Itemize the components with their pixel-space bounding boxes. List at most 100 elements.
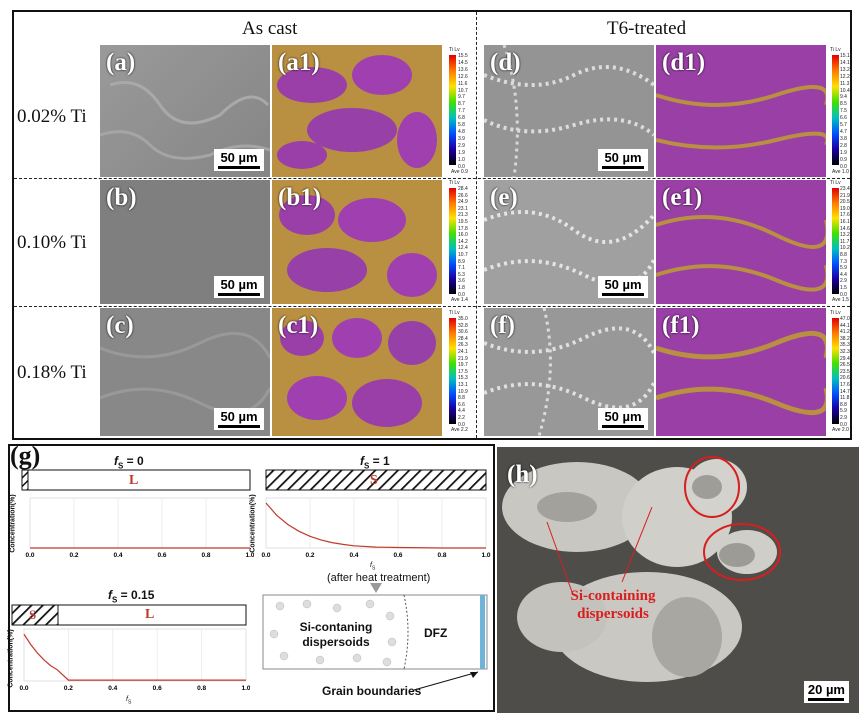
colorbar-title: Ti Lv (449, 310, 460, 316)
colorbar-tick: 20.6 (840, 375, 850, 382)
x-tick-label: 0.0 (25, 552, 34, 559)
dfz-label: DFZ (424, 626, 448, 640)
colorbar-title: Ti Lv (830, 180, 841, 186)
colorbar-title: Ti Lv (449, 47, 460, 53)
y-label-fs1: Concentration(%) (249, 494, 257, 553)
colorbar-tick: 21.9 (840, 192, 850, 199)
colorbar-tick: 0.0 (458, 421, 465, 428)
colorbar-tick: 3.6 (458, 278, 465, 285)
tile-label: (d) (490, 49, 521, 76)
x-tick-label: 0.2 (69, 552, 78, 559)
colorbar-tick: 4.4 (458, 408, 465, 415)
scale-bar: 50 µm (598, 276, 648, 298)
micrograph-b: (b) 50 µm (100, 180, 270, 304)
tile-label: (e) (490, 184, 518, 211)
colorbar-tick: 28.4 (458, 186, 468, 192)
colorbar-tick: 5.3 (458, 271, 465, 278)
grain-box (262, 594, 488, 670)
colorbar-tick: 8.9 (458, 258, 465, 265)
colorbar-ave: Ave 1.0 (832, 169, 849, 175)
x-tick-labels: 0.0 0.2 0.4 0.6 0.8 1.0 (19, 685, 250, 692)
title-fs015: fS = 0.15 (108, 588, 155, 605)
colorbar-tick: 13.2 (840, 232, 850, 239)
colorbar-tick: 9.4 (840, 94, 847, 101)
colorbar-tick: 30.6 (458, 329, 468, 336)
x-tick-label: 1.0 (245, 552, 254, 559)
colorbar-tick: 35.3 (840, 342, 850, 349)
colorbar-tick: 12.4 (458, 245, 468, 252)
colorbar-ave: Ave 1.5 (832, 297, 849, 303)
x-tick-label: 1.0 (241, 685, 250, 692)
colorbar-tick: 10.7 (458, 87, 468, 94)
colorbar-ticks: 28.4 26.6 24.9 23.1 21.3 19.5 17.8 16.0 14.2 12.4… (458, 186, 468, 298)
colorbar-tick: 1.0 (458, 156, 465, 163)
colorbar-tick: 5.7 (840, 122, 847, 129)
micrograph-texture (502, 456, 781, 682)
x-tick-label: 0.0 (261, 552, 270, 559)
colorbar-tick: 13.6 (458, 66, 468, 73)
colorbar-tick: 14.7 (840, 388, 850, 395)
plot-area (265, 497, 487, 549)
colorbar-tick: 2.9 (840, 414, 847, 421)
eds-map-f1: (f1) (656, 308, 826, 436)
colorbar-tick: 17.8 (458, 225, 468, 232)
bar-letter-S-fs1: S (370, 473, 378, 488)
highlight-circle (684, 456, 740, 518)
colorbar-tick: 12.6 (458, 73, 468, 80)
annotation-arrow (621, 506, 653, 583)
x-tick-label: 0.8 (437, 552, 446, 559)
colorbar-tick: 1.9 (840, 149, 847, 156)
concentration-line (23, 633, 246, 681)
micrograph-d: (d) 50 µm (484, 45, 654, 177)
colorbar-tick: 2.2 (458, 414, 465, 421)
x-tick-label: 0.2 (64, 685, 73, 692)
phase-bar (265, 469, 487, 491)
colorbar-ave: Ave 2.0 (832, 427, 849, 433)
colorbar-tick: 9.7 (458, 94, 465, 101)
eds-map-d1: (d1) (656, 45, 826, 177)
dispersoids-label: Si-contaning dispersoids (299, 620, 373, 649)
colorbar-tick: 0.0 (458, 291, 465, 298)
colorbar-tick: 32.3 (840, 348, 850, 355)
colorbar-f1 (832, 318, 839, 424)
x-tick-label: 0.8 (197, 685, 206, 692)
colorbar-tick: 8.8 (458, 395, 465, 402)
colorbar-tick: 2.9 (840, 278, 847, 285)
down-arrow-icon (370, 583, 382, 593)
colorbar-tick: 5.8 (458, 122, 465, 129)
colorbar-tick: 8.7 (458, 101, 465, 108)
colorbar-tick: 13.1 (458, 381, 468, 388)
colorbar-tick: 1.9 (458, 149, 465, 156)
colorbar-ticks: 15.1 14.1 13.2 12.2 11.3 10.4 9.4 8.5 7.5 6.6 5.7 4… (840, 53, 850, 170)
chart-fs015: 0.0 0.2 0.4 0.6 0.8 1.0 (11, 604, 250, 692)
colorbar-ave: Ave 0.9 (451, 169, 468, 175)
colorbar-tick: 26.3 (458, 342, 468, 349)
micrograph-a: (a) 50 µm (100, 45, 270, 177)
plot-area (23, 628, 247, 682)
panel-g-label: (g) (10, 441, 41, 470)
colorbar-tick: 6.8 (458, 115, 465, 122)
grain-schematic (262, 594, 488, 670)
gridlines (265, 498, 487, 548)
header-t6-treated: T6-treated (607, 18, 687, 39)
row-label-2: 0.10% Ti (17, 232, 87, 253)
colorbar-tick: 3.8 (840, 135, 847, 142)
colorbar-title: Ti Lv (830, 310, 841, 316)
colorbar-tick: 24.1 (458, 348, 468, 355)
colorbar-tick: 0.9 (840, 156, 847, 163)
colorbar-ticks: 35.0 32.8 30.6 28.4 26.3 24.1 21.9 19.7 17.5 15.3… (458, 316, 468, 428)
header-as-cast: As cast (242, 18, 298, 39)
plot-area (29, 497, 251, 549)
eds-map-a1: (a1) (272, 45, 442, 177)
colorbar-tick: 47.0 (840, 316, 850, 322)
colorbar-ave: Ave 1.4 (451, 297, 468, 303)
colorbar-tick: 4.8 (458, 128, 465, 135)
colorbar-ticks: 47.0 44.1 41.2 38.2 35.3 32.3 29.4 26.5 23.5 20.6… (840, 316, 850, 428)
colorbar-tick: 10.2 (840, 245, 850, 252)
dispersoids-annotation: Si-containing dispersoids (570, 588, 656, 622)
colorbar-tick: 17.5 (458, 368, 468, 375)
row-divider-2 (14, 306, 850, 307)
tile-label: (c1) (278, 312, 319, 339)
title-fs0: fS = 0 (114, 454, 144, 471)
micrograph-f: (f) 50 µm (484, 308, 654, 436)
